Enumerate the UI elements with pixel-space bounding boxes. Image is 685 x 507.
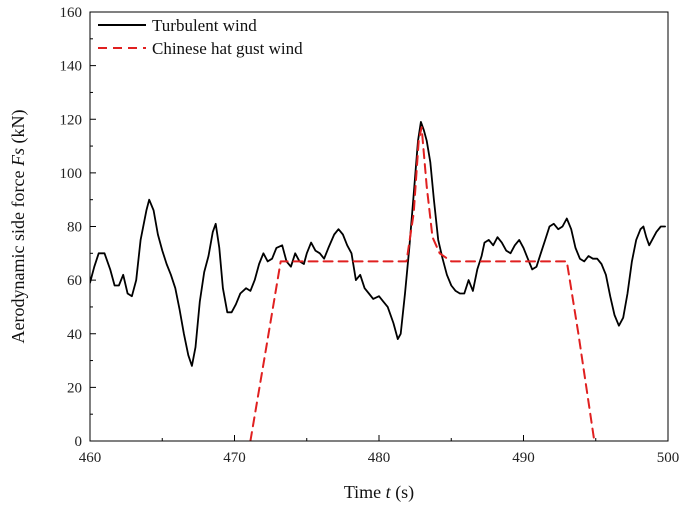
legend-label-1: Turbulent wind xyxy=(152,16,257,35)
y-tick-label: 0 xyxy=(75,434,83,450)
series-line-2 xyxy=(249,126,596,441)
legend: Turbulent wind Chinese hat gust wind xyxy=(98,16,303,58)
x-tick-label: 470 xyxy=(223,450,246,466)
y-tick-label: 60 xyxy=(67,273,82,289)
series-line-1 xyxy=(90,121,666,367)
x-tick-label: 480 xyxy=(368,450,391,466)
x-tick-label: 460 xyxy=(79,450,102,466)
y-tick-label: 160 xyxy=(60,5,83,21)
y-tick-label: 40 xyxy=(67,327,82,343)
legend-label-2: Chinese hat gust wind xyxy=(152,39,303,58)
plot-frame xyxy=(89,11,669,442)
y-tick-label: 80 xyxy=(67,220,82,236)
plot-lines xyxy=(90,121,666,441)
y-axis: 0 20 40 60 80 100 120 140 160 xyxy=(60,5,96,450)
x-tick-label: 490 xyxy=(512,450,535,466)
y-tick-label: 120 xyxy=(60,112,83,128)
x-axis: 460 470 480 490 500 xyxy=(79,435,680,466)
y-tick-label: 140 xyxy=(60,59,83,75)
y-axis-title: Aerodynamic side force Fs (kN) xyxy=(8,110,29,344)
y-tick-label: 100 xyxy=(60,166,83,182)
y-tick-label: 20 xyxy=(67,380,82,396)
x-axis-title: Time t (s) xyxy=(344,482,414,503)
x-tick-label: 500 xyxy=(657,450,680,466)
